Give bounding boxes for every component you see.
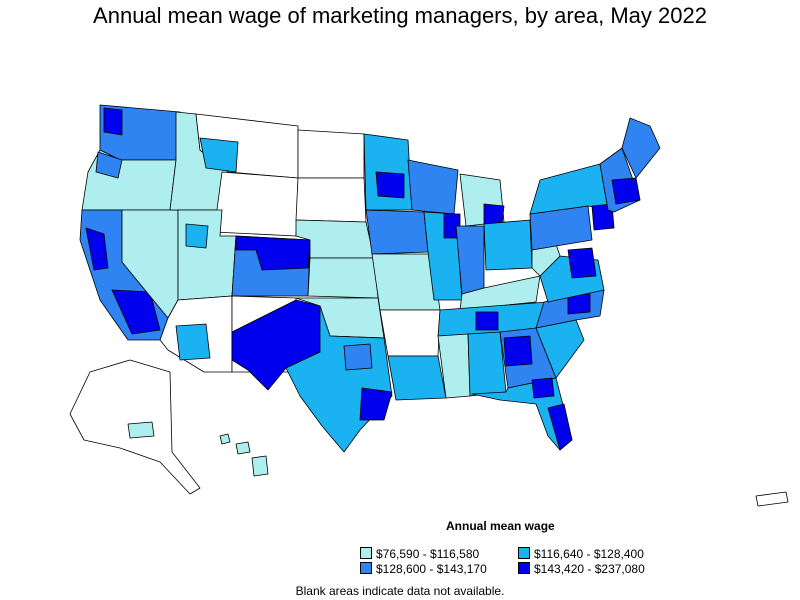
region-seattle (103, 107, 123, 136)
region-ohio (483, 219, 533, 271)
region-houston (359, 387, 393, 421)
region-bay-area (85, 227, 109, 271)
region-nashville (475, 311, 499, 331)
map-title: Annual mean wage of marketing managers, … (93, 3, 707, 28)
region-portland (95, 151, 123, 179)
legend-label-2: $116,640 - $128,400 (534, 547, 644, 561)
legend-item-1: $76,590 - $116,580 (360, 547, 479, 561)
region-phoenix (175, 323, 211, 361)
region-arkansas (379, 309, 441, 357)
legend-swatch-2 (518, 547, 530, 559)
region-puerto-rico (755, 491, 789, 507)
region-minnesota (363, 133, 413, 211)
legend-label-1: $76,590 - $116,580 (376, 547, 480, 561)
region-iowa (365, 209, 429, 255)
legend-item-4: $143,420 - $237,080 (518, 562, 645, 576)
legend-item-3: $128,600 - $143,170 (360, 562, 487, 576)
region-kentucky (459, 275, 541, 311)
footnote: Blank areas indicate data not available. (295, 584, 505, 598)
region-north-dakota (297, 129, 365, 179)
legend-label-4: $143,420 - $237,080 (534, 562, 645, 576)
legend-title: Annual mean wage (446, 519, 555, 533)
region-atlanta (503, 335, 533, 367)
region-maine (621, 117, 661, 179)
region-wyoming (213, 171, 299, 237)
region-south-florida (547, 403, 573, 451)
region-alaska-south (127, 421, 155, 439)
region-hawaii-3 (251, 455, 269, 477)
legend-swatch-4 (518, 562, 530, 574)
region-dallas (343, 343, 373, 371)
region-minneapolis (375, 171, 405, 199)
region-hawaii-2 (235, 441, 251, 455)
legend-swatch-1 (360, 547, 372, 559)
region-wisconsin (407, 159, 459, 215)
region-dc-area (567, 247, 597, 279)
region-salt-lake (185, 223, 209, 249)
region-los-angeles (111, 289, 161, 335)
region-detroit (483, 203, 505, 225)
region-jacksonville (531, 377, 555, 399)
region-south-dakota (295, 177, 367, 223)
region-kansas (307, 257, 379, 299)
legend-label-3: $128,600 - $143,170 (376, 562, 487, 576)
region-louisiana (387, 355, 447, 401)
region-montana-sw (199, 137, 239, 173)
region-alabama (467, 331, 507, 397)
region-hawaii-1 (219, 433, 231, 445)
legend-swatch-3 (360, 562, 372, 574)
legend-item-2: $116,640 - $128,400 (518, 547, 644, 561)
region-boston (611, 177, 641, 205)
